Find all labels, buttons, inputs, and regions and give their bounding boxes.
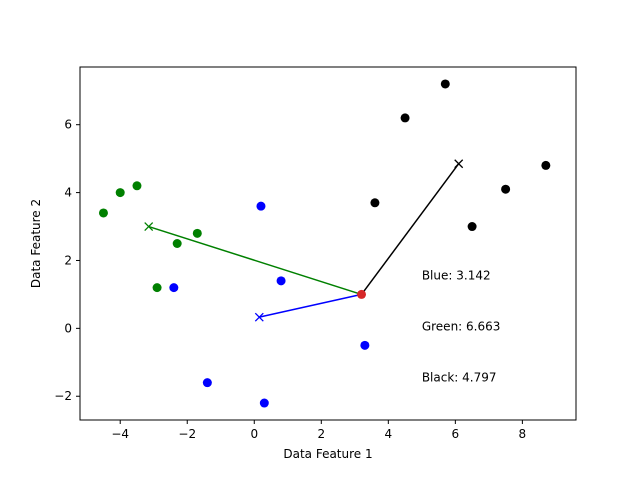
distance-annotation: Blue: 3.142 [422,269,491,283]
distance-line [360,163,460,295]
data-point [259,398,269,408]
data-point [370,198,380,208]
data-point [169,283,179,293]
x-tick-label: 8 [519,427,527,441]
centroid-marker [254,312,264,322]
x-tick-label: 0 [250,427,258,441]
data-point [360,340,370,350]
distance-line [259,293,362,318]
distance-annotation: Green: 6.663 [422,320,501,334]
data-point [467,222,477,232]
data-point [501,184,511,194]
data-point [152,283,162,293]
y-tick-label: 4 [64,186,72,200]
plot-frame [79,66,577,421]
data-point [276,276,286,286]
data-point [115,188,125,198]
y-tick-label: 2 [64,253,72,267]
x-tick-label: −2 [178,427,196,441]
tick-layer: −4 −2 0 2 4 6 8 −2 0 2 4 6 [54,118,526,441]
y-tick-label: −2 [54,389,72,403]
data-point [541,160,551,170]
centroid-marker [144,222,154,231]
data-point [400,113,410,123]
x-tick-label: 2 [317,427,325,441]
query-point [357,289,367,299]
distance-line [148,225,362,296]
x-axis-label: Data Feature 1 [283,447,372,461]
y-tick-label: 6 [64,118,72,132]
data-point [440,79,450,89]
x-tick-label: 6 [452,427,460,441]
data-point [132,181,142,191]
plot-layer: Blue: 3.142 Green: 6.663 Black: 4.797 [98,79,551,408]
centroid-marker [454,159,464,169]
x-tick-label: 4 [385,427,393,441]
x-tick-label: −4 [111,427,129,441]
y-tick-label: 0 [64,321,72,335]
distance-annotation: Black: 4.797 [422,371,497,385]
data-point [98,208,108,218]
data-point [256,201,266,211]
data-point [202,378,212,388]
data-point [172,239,182,248]
y-axis-label: Data Feature 2 [29,199,43,288]
data-point [192,228,202,238]
